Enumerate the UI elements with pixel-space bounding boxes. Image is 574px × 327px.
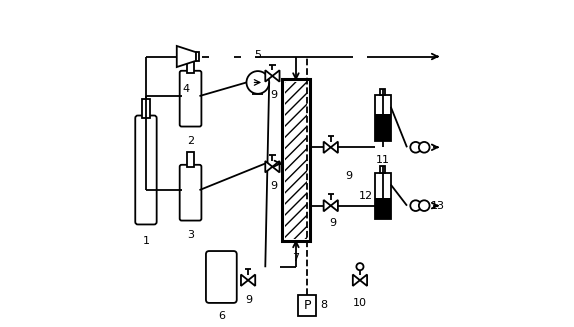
Circle shape [246, 71, 269, 94]
Circle shape [419, 200, 429, 211]
Bar [282, 79, 310, 241]
Polygon shape [241, 274, 248, 286]
Circle shape [356, 263, 363, 270]
Bar [375, 173, 391, 219]
Text: 9: 9 [270, 90, 277, 100]
Circle shape [410, 142, 421, 153]
FancyBboxPatch shape [135, 115, 157, 224]
Text: 12: 12 [358, 191, 373, 201]
Circle shape [419, 142, 429, 153]
Polygon shape [324, 142, 331, 153]
Text: 7: 7 [292, 252, 300, 263]
Text: P: P [304, 299, 311, 312]
Polygon shape [265, 161, 273, 172]
Polygon shape [324, 200, 331, 211]
Text: 5: 5 [254, 50, 261, 60]
Text: 2: 2 [187, 136, 194, 146]
FancyBboxPatch shape [180, 71, 201, 127]
Bar [380, 89, 386, 95]
Bar [375, 95, 391, 141]
Text: 1: 1 [142, 236, 149, 246]
Bar [375, 198, 391, 219]
Polygon shape [331, 142, 338, 153]
Text: 9: 9 [345, 171, 352, 181]
Text: 6: 6 [218, 311, 225, 321]
Text: 3: 3 [187, 230, 194, 240]
Text: 9: 9 [246, 295, 253, 305]
Bar [196, 52, 199, 61]
Text: 8: 8 [321, 300, 328, 310]
Polygon shape [273, 70, 280, 82]
Text: 13: 13 [430, 201, 445, 211]
Bar [298, 295, 316, 316]
FancyBboxPatch shape [206, 251, 236, 303]
Text: 11: 11 [375, 155, 390, 165]
Bar [285, 82, 307, 239]
Polygon shape [360, 274, 367, 286]
Polygon shape [248, 274, 255, 286]
FancyBboxPatch shape [180, 165, 201, 221]
Polygon shape [331, 200, 338, 211]
Polygon shape [353, 274, 360, 286]
Polygon shape [265, 70, 273, 82]
Bar [375, 113, 391, 141]
Polygon shape [273, 161, 280, 172]
Polygon shape [177, 46, 196, 67]
Circle shape [410, 200, 421, 211]
Bar [187, 58, 194, 73]
Text: 9: 9 [329, 218, 336, 229]
Bar [142, 99, 150, 118]
Text: 4: 4 [183, 84, 190, 94]
Bar [380, 166, 386, 173]
Text: 10: 10 [353, 298, 367, 308]
Text: 9: 9 [270, 181, 277, 191]
Bar [187, 152, 194, 167]
